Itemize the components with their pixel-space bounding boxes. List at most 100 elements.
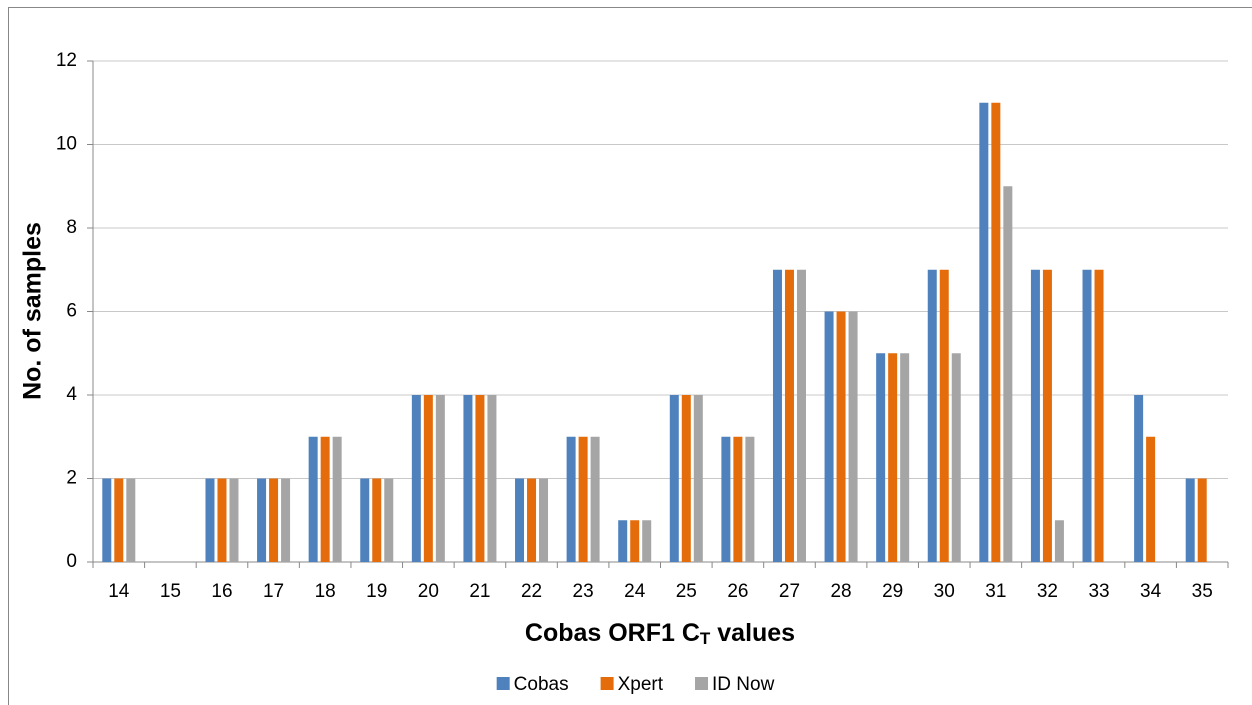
x-tick-label: 14 xyxy=(108,581,130,602)
bar xyxy=(900,353,910,562)
bar xyxy=(332,436,342,562)
x-tick-label: 24 xyxy=(624,581,646,602)
x-tick-label: 21 xyxy=(469,581,490,602)
bar xyxy=(539,478,549,562)
legend-swatch xyxy=(496,677,510,690)
bar xyxy=(618,520,628,562)
bar xyxy=(281,478,291,562)
bar xyxy=(566,436,576,562)
bar xyxy=(824,311,834,562)
x-tick-label: 17 xyxy=(263,581,284,602)
bar xyxy=(772,269,782,562)
bar xyxy=(423,395,433,562)
x-title-subscript: T xyxy=(700,629,711,648)
bar xyxy=(475,395,485,562)
legend-label: ID Now xyxy=(712,674,775,695)
bar xyxy=(1042,269,1052,562)
bar xyxy=(939,269,949,562)
bar xyxy=(217,478,227,562)
y-tick-label: 8 xyxy=(66,217,77,238)
x-tick-label: 25 xyxy=(676,581,697,602)
legend-label: Cobas xyxy=(514,674,569,695)
bar xyxy=(681,395,691,562)
bar xyxy=(888,353,898,562)
bar xyxy=(229,478,239,562)
bar xyxy=(578,436,588,562)
bar xyxy=(205,478,215,562)
bar xyxy=(876,353,886,562)
bar xyxy=(1030,269,1040,562)
bar xyxy=(102,478,112,562)
bar xyxy=(642,520,652,562)
bar xyxy=(114,478,124,562)
bar xyxy=(487,395,497,562)
bar xyxy=(320,436,330,562)
bar xyxy=(372,478,382,562)
legend-swatch xyxy=(600,677,614,690)
bar xyxy=(1197,478,1207,562)
x-tick-label: 32 xyxy=(1037,581,1058,602)
chart-frame xyxy=(8,7,1252,705)
bar xyxy=(733,436,743,562)
x-tick-label: 34 xyxy=(1140,581,1162,602)
x-tick-label: 31 xyxy=(985,581,1006,602)
y-tick-label: 0 xyxy=(66,551,77,572)
bar xyxy=(693,395,703,562)
bar xyxy=(435,395,445,562)
bar xyxy=(308,436,318,562)
x-tick-label: 16 xyxy=(211,581,232,602)
x-axis-title: Cobas ORF1 CT values xyxy=(525,619,795,649)
legend-label: Xpert xyxy=(618,674,664,695)
bar xyxy=(784,269,794,562)
x-tick-label: 23 xyxy=(573,581,594,602)
x-tick-label: 33 xyxy=(1088,581,1109,602)
x-tick-label: 22 xyxy=(521,581,542,602)
bar xyxy=(796,269,806,562)
bar xyxy=(721,436,731,562)
bar xyxy=(411,395,421,562)
bar xyxy=(1146,436,1156,562)
x-title-part: Cobas ORF1 C xyxy=(525,619,700,647)
bar xyxy=(1185,478,1195,562)
bar xyxy=(269,478,279,562)
x-tick-label: 28 xyxy=(830,581,851,602)
bar xyxy=(991,102,1001,562)
y-axis-title: No. of samples xyxy=(19,222,47,400)
bar xyxy=(848,311,858,562)
y-tick-label: 12 xyxy=(56,50,77,71)
bar xyxy=(126,478,136,562)
x-tick-label: 26 xyxy=(727,581,748,602)
bar xyxy=(527,478,537,562)
bar xyxy=(360,478,370,562)
x-tick-label: 30 xyxy=(934,581,955,602)
y-tick-label: 6 xyxy=(66,301,77,322)
x-tick-label: 27 xyxy=(779,581,800,602)
bar xyxy=(1054,520,1064,562)
x-tick-label: 19 xyxy=(366,581,387,602)
bar xyxy=(836,311,846,562)
x-tick-label: 15 xyxy=(160,581,181,602)
legend-swatch xyxy=(695,677,709,690)
legend: Cobas Xpert ID Now xyxy=(496,674,775,695)
bar xyxy=(1082,269,1092,562)
bar xyxy=(745,436,755,562)
bar xyxy=(463,395,473,562)
bar xyxy=(257,478,267,562)
x-title-part: values xyxy=(710,619,795,647)
x-tick-label: 20 xyxy=(418,581,439,602)
bar xyxy=(1003,186,1013,562)
x-tick-label: 18 xyxy=(315,581,336,602)
bar xyxy=(951,353,961,562)
x-tick-label: 35 xyxy=(1192,581,1213,602)
y-tick-label: 2 xyxy=(66,468,77,489)
bar xyxy=(590,436,600,562)
bar xyxy=(630,520,640,562)
bar xyxy=(1134,395,1144,562)
bar xyxy=(384,478,394,562)
y-tick-label: 4 xyxy=(66,384,77,405)
bar xyxy=(1094,269,1104,562)
bar xyxy=(979,102,989,562)
bar xyxy=(515,478,525,562)
bar xyxy=(669,395,679,562)
